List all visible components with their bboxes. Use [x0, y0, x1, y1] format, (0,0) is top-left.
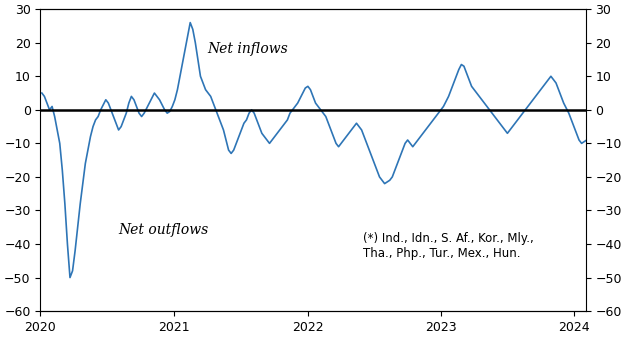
Text: Net outflows: Net outflows	[118, 223, 208, 237]
Text: Net inflows: Net inflows	[207, 42, 288, 56]
Text: (*) Ind., Idn., S. Af., Kor., Mly.,
Tha., Php., Tur., Mex., Hun.: (*) Ind., Idn., S. Af., Kor., Mly., Tha.…	[362, 233, 533, 261]
